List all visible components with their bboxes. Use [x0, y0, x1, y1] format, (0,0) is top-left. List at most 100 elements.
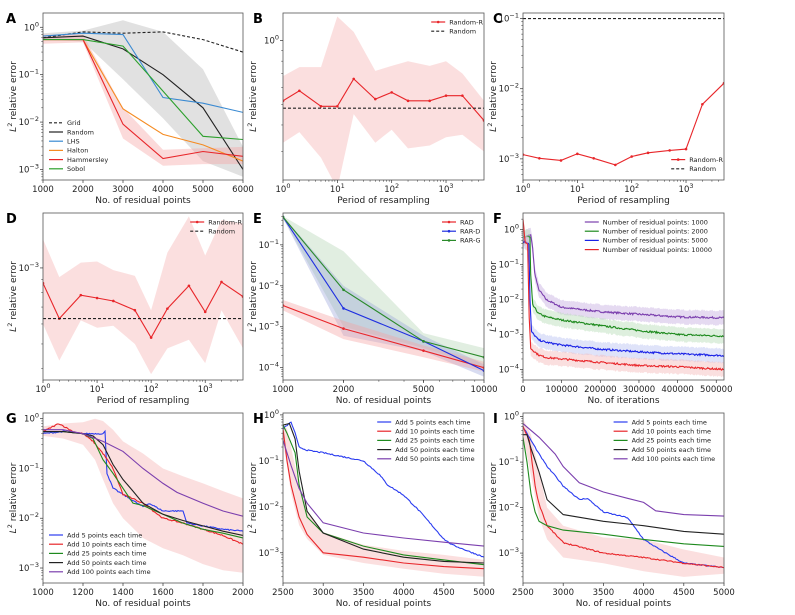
series-line-add-10-points-each-time [523, 425, 724, 569]
data-point [701, 102, 704, 106]
legend-label: Random [67, 128, 94, 136]
data-point [342, 288, 345, 292]
data-point [352, 77, 355, 81]
series-line-rar-d [283, 216, 484, 372]
legend-label: Add 50 points each time [632, 446, 711, 454]
data-point [187, 284, 191, 288]
y-tick-label: 10−1 [19, 68, 39, 81]
y-tick-label: 10−3 [499, 152, 519, 165]
legend-label: Sobol [67, 165, 85, 173]
data-point [538, 156, 541, 160]
panel-E: 1000 2000 5000 10000 10−1 10−2 10−3 10−4 No. of … [246, 212, 498, 406]
plot-area-A [43, 20, 243, 177]
x-tick-label: 0 [520, 385, 525, 395]
y-tick-label: 10−3 [19, 162, 39, 175]
series-line-rar-g [283, 216, 484, 358]
y-tick-label: 10−2 [259, 500, 279, 513]
axes-frame [522, 412, 725, 584]
legend-label: Add 10 points each time [395, 428, 474, 436]
series-line-add-25-points-each-time [283, 424, 484, 566]
series-line-sobol [43, 39, 243, 141]
legend-label: Add 25 points each time [395, 437, 474, 445]
x-tick-label: 5000 [713, 588, 735, 598]
x-tick-label: 6000 [232, 185, 254, 195]
y-axis-label: L2 relative error [6, 61, 19, 132]
series-line-add-5-points-each-time [283, 421, 484, 558]
legend-label: Add 5 points each time [67, 531, 142, 539]
legend-label: RAR-D [460, 228, 480, 236]
panel-D: 100 101 102 103 10−3 Period of resampling L2 r… [6, 212, 244, 406]
x-tick-label: 101 [90, 382, 105, 395]
series-line-add-100-points-each-time [523, 423, 724, 517]
data-point [220, 280, 223, 284]
data-point [390, 91, 393, 94]
legend-marker [447, 220, 451, 224]
y-axis-label: L2 relative error [486, 61, 499, 132]
x-tick-label: 200000 [584, 385, 616, 395]
series-line-number-of-residual-points-2000 [523, 235, 724, 338]
y-tick-label: 10−2 [499, 293, 519, 306]
legend-label: Add 50 points each time [395, 446, 474, 454]
series-line-add-50-points-each-time [523, 434, 724, 535]
data-point [614, 163, 617, 167]
x-tick-label: 100 [276, 182, 291, 195]
axes-frame [522, 212, 725, 381]
legend-label: Random [689, 165, 716, 173]
series-line-number-of-residual-points-5000 [523, 240, 724, 358]
x-axis-label: Period of resampling [97, 396, 190, 406]
confidence-band [523, 227, 724, 326]
plot-area-D [43, 216, 243, 375]
x-tick-label: 3500 [353, 588, 375, 598]
legend: Random-R Random [190, 218, 242, 236]
legend: Add 5 points each time Add 10 points each… [49, 531, 151, 576]
x-tick-label: 5000 [473, 588, 495, 598]
data-point [342, 307, 345, 310]
y-tick-label: 10−4 [499, 362, 519, 375]
x-tick-label: 1600 [152, 588, 174, 598]
panel-letter: D [6, 212, 17, 227]
y-tick-label: 100 [504, 223, 519, 236]
legend-marker [195, 220, 199, 224]
y-tick-label: 10−3 [19, 561, 39, 574]
y-tick-label: 100 [24, 20, 39, 33]
panel-B: 100 101 102 103 100 Period of resampling L2 re… [246, 12, 485, 206]
legend-label: Add 50 points each time [67, 559, 146, 567]
x-axis-label: Period of resampling [577, 196, 670, 206]
x-axis-label: No. of iterations [587, 396, 659, 406]
x-tick-label: 2500 [272, 588, 294, 598]
panel-H: 2500 3000 3500 4000 4500 5000 100 10−1 10−2 10−3 N… [246, 408, 495, 609]
x-tick-label: 2500 [512, 588, 534, 598]
legend-label: Number of residual points: 1000 [603, 218, 708, 226]
y-tick-label: 100 [504, 410, 519, 423]
data-point [684, 147, 688, 151]
x-tick-label: 4000 [633, 588, 655, 598]
x-tick-label: 10000 [470, 385, 497, 395]
data-point [133, 308, 137, 312]
y-axis-label: L2 relative error [246, 462, 259, 533]
plot-area-I [523, 418, 724, 577]
x-axis-label: No. of residual points [336, 396, 432, 406]
data-point [646, 151, 650, 155]
data-point [95, 296, 99, 300]
x-tick-label: 1400 [112, 588, 134, 598]
legend-label: Number of residual points: 10000 [603, 246, 712, 254]
x-tick-label: 100000 [545, 385, 577, 395]
x-tick-label: 101 [570, 182, 585, 195]
x-tick-label: 3000 [552, 588, 574, 598]
data-point [422, 340, 425, 343]
legend-label: Add 50 points each time [395, 455, 474, 463]
series-line-random [43, 35, 243, 170]
y-tick-label: 10−2 [259, 279, 279, 292]
legend-label: Add 10 points each time [632, 428, 711, 436]
y-axis-label: L2 relative error [486, 261, 499, 332]
legend-marker [676, 158, 680, 161]
axes-frame [42, 412, 244, 584]
series-line-number-of-residual-points-10000 [523, 219, 724, 371]
series-line-add-10-points-each-time [283, 428, 484, 570]
x-tick-label: 100 [516, 182, 531, 195]
legend-label: Random [208, 228, 235, 236]
y-tick-label: 10−3 [499, 546, 519, 559]
y-tick-label: 100 [264, 34, 279, 47]
